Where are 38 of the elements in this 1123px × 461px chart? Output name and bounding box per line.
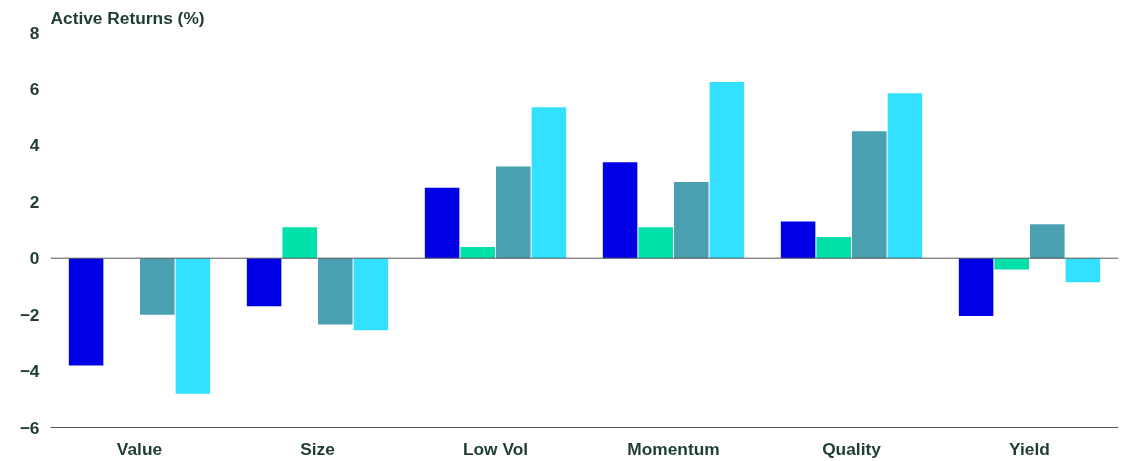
bar [816, 237, 851, 259]
chart-title: Active Returns (%) [50, 7, 205, 28]
bar [780, 221, 816, 259]
bar [68, 258, 104, 366]
y-tick-label: 2 [29, 191, 40, 212]
bar [1030, 224, 1065, 259]
bar [602, 162, 638, 259]
bar [496, 166, 531, 259]
y-tick-label: 8 [29, 22, 40, 43]
x-tick-label: Value [116, 438, 163, 459]
y-tick-label: −4 [19, 361, 40, 382]
bar [852, 131, 887, 259]
bar [531, 107, 567, 259]
bar [958, 258, 994, 317]
bar [1065, 258, 1101, 283]
x-tick-label: Low Vol [462, 438, 529, 459]
bar [246, 258, 282, 307]
y-tick-label: 6 [29, 78, 40, 99]
bar [175, 258, 211, 394]
y-tick-label: −2 [19, 304, 40, 325]
x-tick-label: Quality [822, 438, 882, 459]
bar [638, 227, 673, 259]
bar [282, 227, 317, 259]
bar [353, 258, 389, 331]
y-tick-label: 0 [29, 248, 40, 269]
bar [709, 81, 745, 259]
y-tick-label: −6 [19, 417, 40, 438]
x-tick-label: Momentum [627, 438, 720, 459]
x-tick-label: Size [300, 438, 336, 459]
bar [674, 182, 709, 259]
bar [140, 258, 175, 315]
bar [994, 258, 1029, 270]
bar [460, 246, 495, 259]
bar [424, 187, 460, 259]
x-tick-label: Yield [1009, 438, 1050, 459]
bar [318, 258, 353, 325]
bar [887, 93, 923, 259]
y-tick-label: 4 [29, 135, 40, 156]
